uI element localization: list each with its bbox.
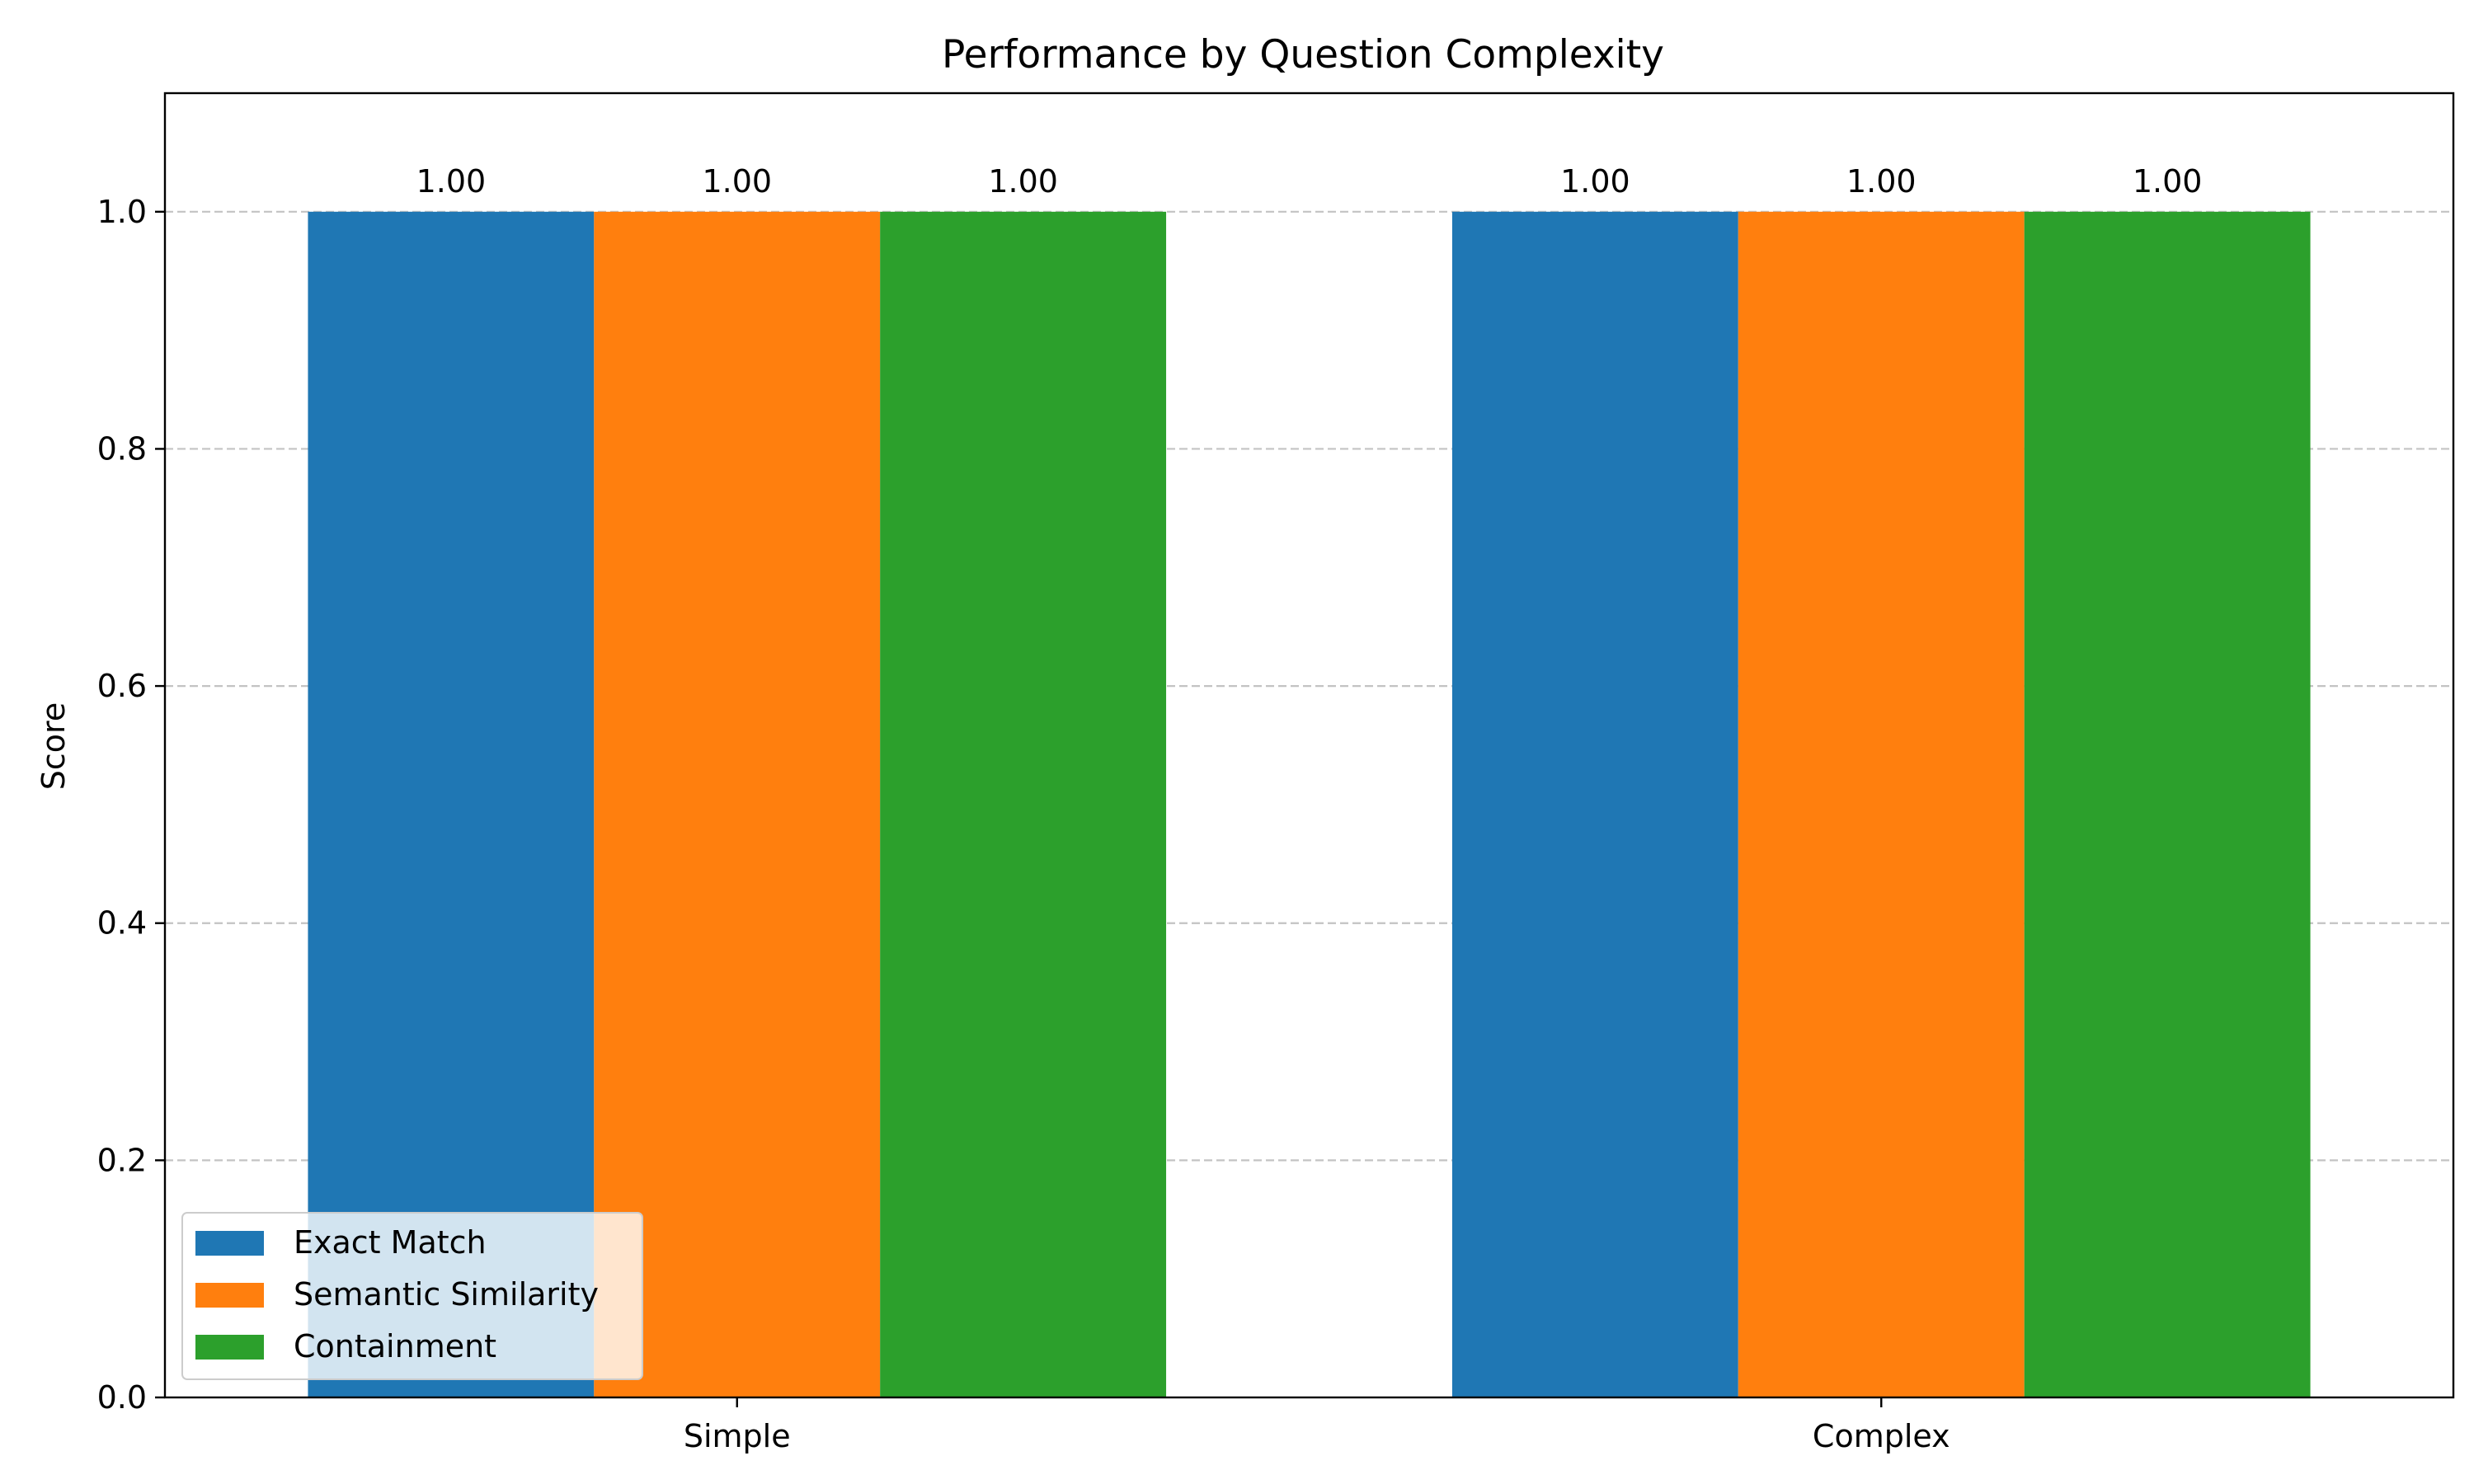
bar <box>880 211 1167 1398</box>
legend: Exact Match Semantic Similarity Containmen… <box>181 1212 643 1380</box>
legend-box <box>181 1212 643 1380</box>
legend-swatch <box>195 1335 264 1360</box>
plot-frame <box>163 92 2455 1399</box>
legend-swatch <box>195 1283 264 1308</box>
bar <box>1451 211 1738 1398</box>
chart-title: Performance by Question Complexity <box>942 32 1664 77</box>
x-tick-label: Simple <box>684 1418 791 1454</box>
y-axis-label: Score <box>35 702 72 790</box>
y-tick-label: 0.6 <box>97 668 147 704</box>
bar <box>308 211 595 1398</box>
legend-label: Containment <box>294 1328 496 1364</box>
bar-value-label: 1.00 <box>2133 163 2203 200</box>
bar <box>594 211 881 1398</box>
bars <box>308 211 2311 1398</box>
axes: 0.0 0.2 0.4 0.6 0.8 1.0 Simple Complex <box>97 92 2455 1454</box>
y-tick-label: 0.8 <box>97 430 147 467</box>
bar-value-label: 1.00 <box>1560 163 1630 200</box>
bar <box>2024 211 2311 1398</box>
y-tick-label: 0.4 <box>97 905 147 942</box>
x-tick-label: Complex <box>1813 1418 1950 1454</box>
bar-value-labels: 1.00 1.00 1.00 1.00 1.00 1.00 <box>416 163 2203 200</box>
bar-value-label: 1.00 <box>988 163 1058 200</box>
y-tick-label: 0.2 <box>97 1142 147 1178</box>
legend-label: Exact Match <box>294 1224 487 1261</box>
legend-label: Semantic Similarity <box>294 1276 599 1313</box>
bar <box>1738 211 2025 1398</box>
bar-value-label: 1.00 <box>416 163 487 200</box>
bar-value-label: 1.00 <box>702 163 772 200</box>
bar-value-label: 1.00 <box>1846 163 1917 200</box>
y-tick-label: 1.0 <box>97 194 147 230</box>
y-tick-label: 0.0 <box>97 1379 147 1416</box>
legend-swatch <box>195 1231 264 1256</box>
